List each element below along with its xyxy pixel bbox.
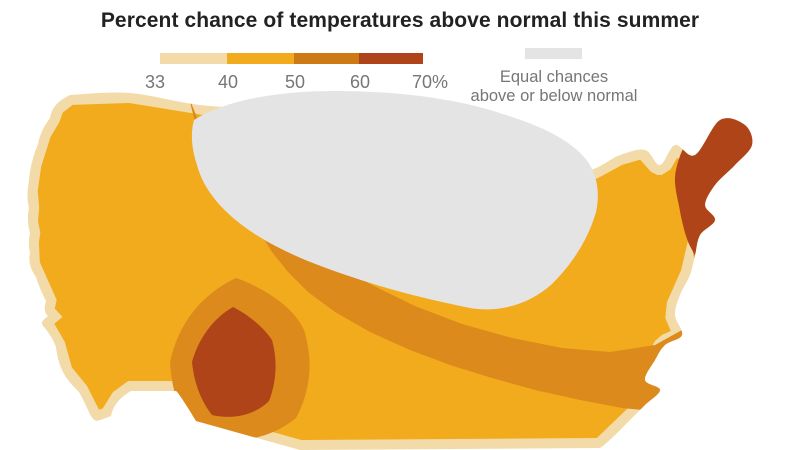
svg-text:70%: 70%	[412, 72, 448, 92]
svg-text:40: 40	[218, 72, 238, 92]
svg-text:Equal chances: Equal chances	[500, 68, 608, 86]
svg-text:33: 33	[145, 72, 165, 92]
svg-text:60: 60	[350, 72, 370, 92]
svg-text:50: 50	[285, 72, 305, 92]
svg-text:above or below normal: above or below normal	[471, 87, 638, 105]
